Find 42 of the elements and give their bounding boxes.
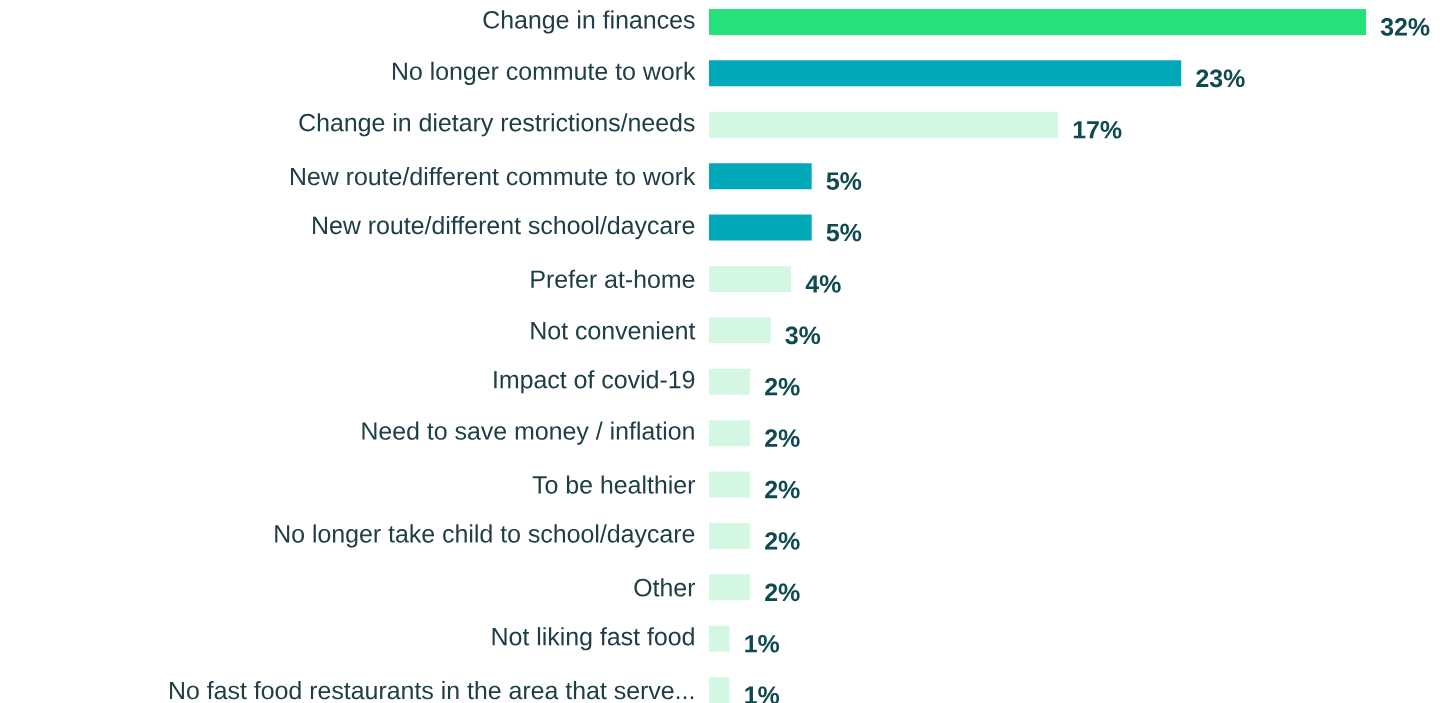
bar (709, 111, 1059, 138)
y-tick-label: Not convenient (531, 321, 696, 340)
bar (709, 368, 751, 395)
data-label: 32% (1380, 18, 1430, 36)
y-tick-label: To be healthier (532, 475, 696, 494)
y-tick-label: No longer take child to school/daycare (275, 524, 695, 548)
y-tick-label: New route/different commute to work (291, 167, 696, 186)
bar (709, 471, 751, 498)
y-tick-label: Not liking fast food (492, 627, 694, 651)
data-label: 4% (805, 275, 841, 293)
data-label: 2% (765, 480, 800, 499)
bar (709, 420, 751, 447)
bar (709, 8, 1367, 35)
y-tick-label: Impact of covid-19 (494, 370, 695, 394)
bar (709, 677, 730, 703)
data-label: 2% (765, 583, 800, 602)
y-tick-label: Change in finances (483, 10, 695, 34)
data-label: 2% (765, 532, 800, 550)
bar (709, 317, 771, 344)
bar (709, 60, 1182, 87)
data-label: 5% (826, 223, 862, 242)
bar (709, 214, 812, 241)
y-tick-label: Need to save money / inflation (362, 421, 694, 445)
bar (709, 625, 730, 652)
bar (709, 265, 792, 292)
y-tick-label: No longer commute to work (392, 61, 696, 85)
data-label: 23% (1196, 69, 1245, 88)
data-label: 2% (765, 377, 800, 396)
y-tick-label: Prefer at-home (531, 269, 695, 289)
bar (709, 574, 751, 601)
y-tick-label: Other (634, 578, 696, 597)
bar (709, 163, 812, 190)
bar (709, 522, 751, 549)
data-label: 1% (745, 686, 780, 703)
y-tick-label: New route/different school/daycare (313, 215, 695, 240)
data-label: 5% (826, 172, 862, 190)
data-label: 1% (745, 634, 780, 653)
data-label: 17% (1073, 121, 1122, 139)
data-label: 3% (785, 326, 821, 345)
data-label: 2% (765, 429, 800, 447)
y-tick-label: No fast food restaurants in the area that serve... (170, 681, 694, 700)
y-tick-label: Change in dietary restrictions/needs (299, 113, 695, 137)
